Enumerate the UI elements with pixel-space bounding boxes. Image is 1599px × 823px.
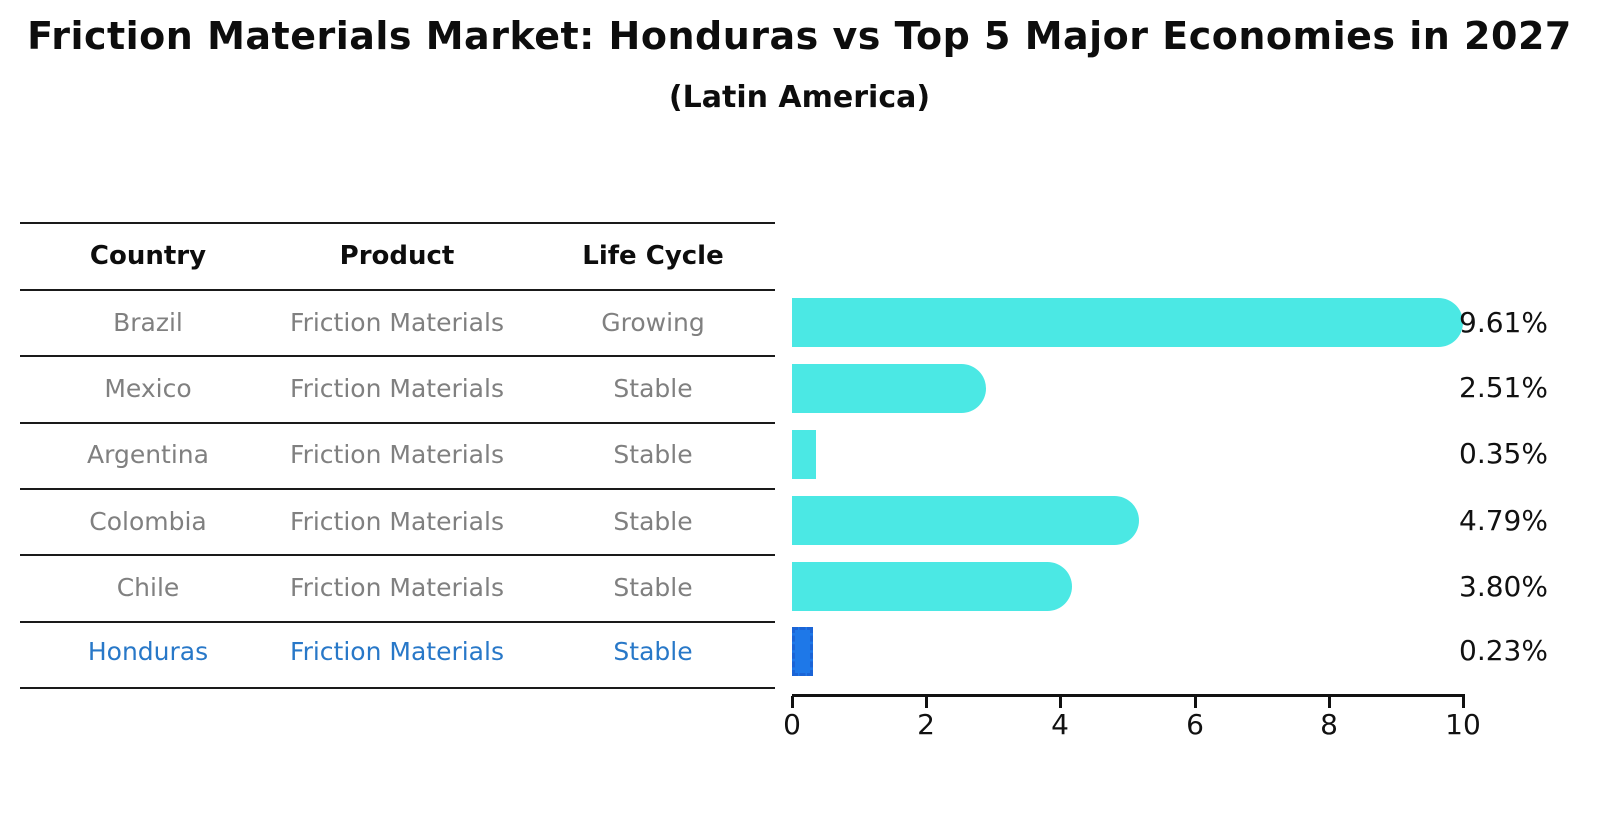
table-row-divider xyxy=(20,621,775,623)
x-tick-label: 10 xyxy=(1445,708,1481,741)
value-label: 3.80% xyxy=(1459,570,1548,603)
value-label: 2.51% xyxy=(1459,371,1548,404)
x-tick xyxy=(1462,696,1465,708)
x-tick-label: 6 xyxy=(1186,708,1204,741)
cell-product: Friction Materials xyxy=(290,374,504,403)
table-header-product: Product xyxy=(339,241,455,271)
x-tick xyxy=(1059,696,1062,708)
table-row-divider xyxy=(20,289,775,291)
x-tick xyxy=(1328,696,1331,708)
table-row-divider xyxy=(20,488,775,490)
cell-country: Argentina xyxy=(87,440,209,469)
table-row-divider xyxy=(20,554,775,556)
cell-product: Friction Materials xyxy=(290,573,504,602)
chart-subtitle: (Latin America) xyxy=(668,80,931,115)
cell-lifecycle: Growing xyxy=(601,308,705,337)
cell-product: Friction Materials xyxy=(290,637,504,666)
table-header-lifecycle: Life Cycle xyxy=(582,241,724,271)
bar-argentina xyxy=(792,430,816,479)
cell-lifecycle: Stable xyxy=(613,637,693,666)
bar-brazil xyxy=(792,298,1463,347)
x-tick xyxy=(925,696,928,708)
x-axis-line xyxy=(792,694,1465,697)
cell-country: Brazil xyxy=(113,308,183,337)
x-tick-label: 2 xyxy=(917,708,935,741)
value-label: 9.61% xyxy=(1459,306,1548,339)
value-label: 0.35% xyxy=(1459,437,1548,470)
cell-country: Chile xyxy=(116,573,180,602)
x-tick-label: 8 xyxy=(1320,708,1338,741)
bar-honduras-highlighted xyxy=(792,627,813,676)
chart-title: Friction Materials Market: Honduras vs T… xyxy=(27,14,1572,58)
table-header-country: Country xyxy=(89,241,207,271)
x-tick-label: 0 xyxy=(783,708,801,741)
table-border-bottom xyxy=(20,687,775,689)
table-row-divider xyxy=(20,422,775,424)
cell-lifecycle: Stable xyxy=(613,374,693,403)
cell-country: Honduras xyxy=(87,637,209,666)
bar-mexico xyxy=(792,364,986,413)
x-tick-label: 4 xyxy=(1051,708,1069,741)
cell-country: Colombia xyxy=(89,507,207,536)
table-border-top xyxy=(20,222,775,224)
cell-product: Friction Materials xyxy=(290,440,504,469)
bar-chile xyxy=(792,562,1072,611)
value-label: 4.79% xyxy=(1459,504,1548,537)
cell-product: Friction Materials xyxy=(290,507,504,536)
bar-colombia xyxy=(792,496,1139,545)
cell-lifecycle: Stable xyxy=(613,573,693,602)
cell-lifecycle: Stable xyxy=(613,507,693,536)
cell-country: Mexico xyxy=(104,374,192,403)
table-row-divider xyxy=(20,355,775,357)
cell-lifecycle: Stable xyxy=(613,440,693,469)
value-label: 0.23% xyxy=(1459,634,1548,667)
x-tick xyxy=(1194,696,1197,708)
cell-product: Friction Materials xyxy=(290,308,504,337)
x-tick xyxy=(791,696,794,708)
